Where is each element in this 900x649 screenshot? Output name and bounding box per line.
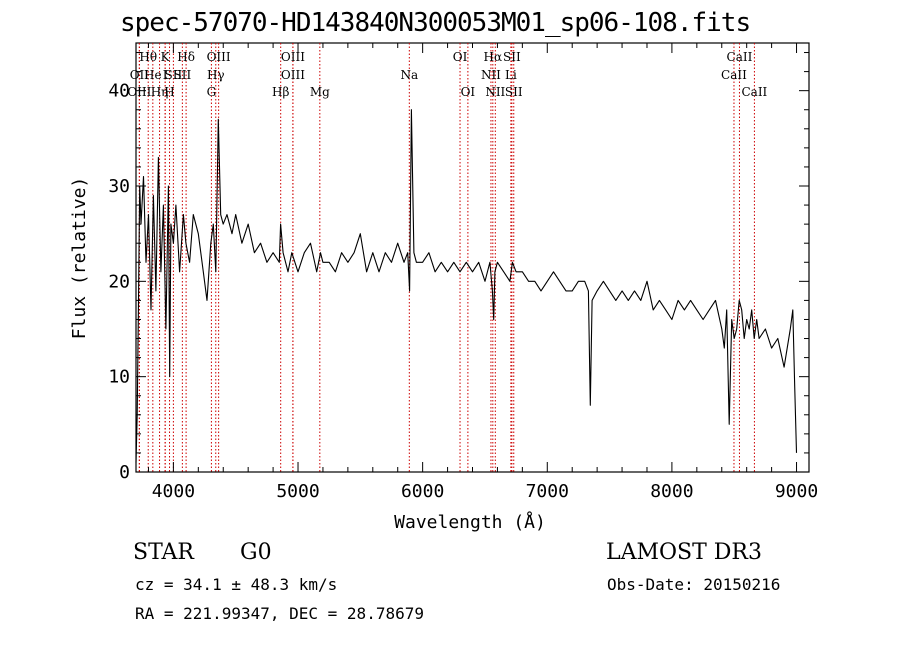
y-tick-label: 10 — [108, 367, 130, 388]
y-tick-label: 0 — [119, 462, 130, 483]
observation-date: Obs-Date: 20150216 — [607, 575, 781, 594]
line-marker-label: He — [144, 68, 162, 82]
line-marker-label: SII — [505, 85, 523, 99]
line-marker-label: I — [163, 68, 168, 82]
line-marker-label: NII — [485, 85, 505, 99]
line-marker-label: Hγ — [207, 68, 225, 82]
line-marker-label: SII — [174, 68, 192, 82]
line-marker-label: Hδ — [177, 50, 195, 64]
line-marker-label: OI — [453, 50, 468, 64]
x-tick-label: 7000 — [526, 481, 569, 502]
object-class: STAR — [133, 540, 194, 565]
sky-coordinates: RA = 221.99347, DEC = 28.78679 — [135, 604, 424, 623]
redshift-velocity: cz = 34.1 ± 48.3 km/s — [135, 575, 338, 594]
flux-series — [135, 109, 798, 463]
axis-tick-labels: 4000 5000 6000 7000 8000 9000 0 10 20 30 40 — [108, 81, 818, 502]
line-marker-label: Hα — [484, 50, 503, 64]
line-marker-label: Li — [505, 68, 517, 82]
line-marker-label: OIII — [281, 68, 305, 82]
y-tick-label: 20 — [108, 271, 130, 292]
survey-name: LAMOST DR3 — [606, 540, 762, 565]
line-marker-label: OIII — [281, 50, 305, 64]
spectral-line-markers — [138, 43, 755, 472]
line-marker-label: SII — [165, 68, 183, 82]
x-tick-label: 8000 — [650, 481, 693, 502]
line-marker-label: CaII — [741, 85, 767, 99]
x-tick-label: 9000 — [775, 481, 818, 502]
line-marker-label: OI — [461, 85, 476, 99]
x-tick-label: 4000 — [152, 481, 195, 502]
line-marker-label: OIII — [207, 50, 231, 64]
x-axis-label: Wavelength (Å) — [394, 511, 546, 533]
line-marker-label: CaII — [721, 68, 747, 82]
plot-frame — [135, 42, 810, 473]
series-line — [135, 109, 798, 463]
spectral-line-labels: HθOIIOIIIHeHηKISIIHHδSIIOIIIHγGOIIIOIIIH… — [127, 50, 767, 99]
line-marker-label: NII — [481, 68, 501, 82]
x-tick-label: 6000 — [401, 481, 444, 502]
line-marker-label: Hβ — [272, 85, 289, 99]
x-tick-label: 5000 — [276, 481, 319, 502]
line-marker-label: G — [207, 85, 217, 99]
line-marker-label: H — [164, 85, 174, 99]
line-marker-label: CaII — [727, 50, 753, 64]
line-marker-label: OII — [130, 68, 150, 82]
y-axis-label: Flux (relative) — [69, 177, 90, 340]
chart-title: spec-57070-HD143840N300053M01_sp06-108.f… — [120, 8, 751, 38]
y-tick-label: 40 — [108, 81, 130, 102]
line-marker-label: OIII — [127, 85, 151, 99]
line-marker-label: Na — [400, 68, 418, 82]
line-marker-label: K — [161, 50, 171, 64]
line-marker-label: Hθ — [139, 50, 157, 64]
line-marker-label: Hη — [151, 85, 169, 99]
line-marker-label: SII — [503, 50, 521, 64]
line-marker-label: Mg — [310, 85, 330, 99]
object-subclass: G0 — [240, 540, 272, 565]
y-tick-label: 30 — [108, 176, 130, 197]
axis-ticks — [136, 43, 809, 473]
